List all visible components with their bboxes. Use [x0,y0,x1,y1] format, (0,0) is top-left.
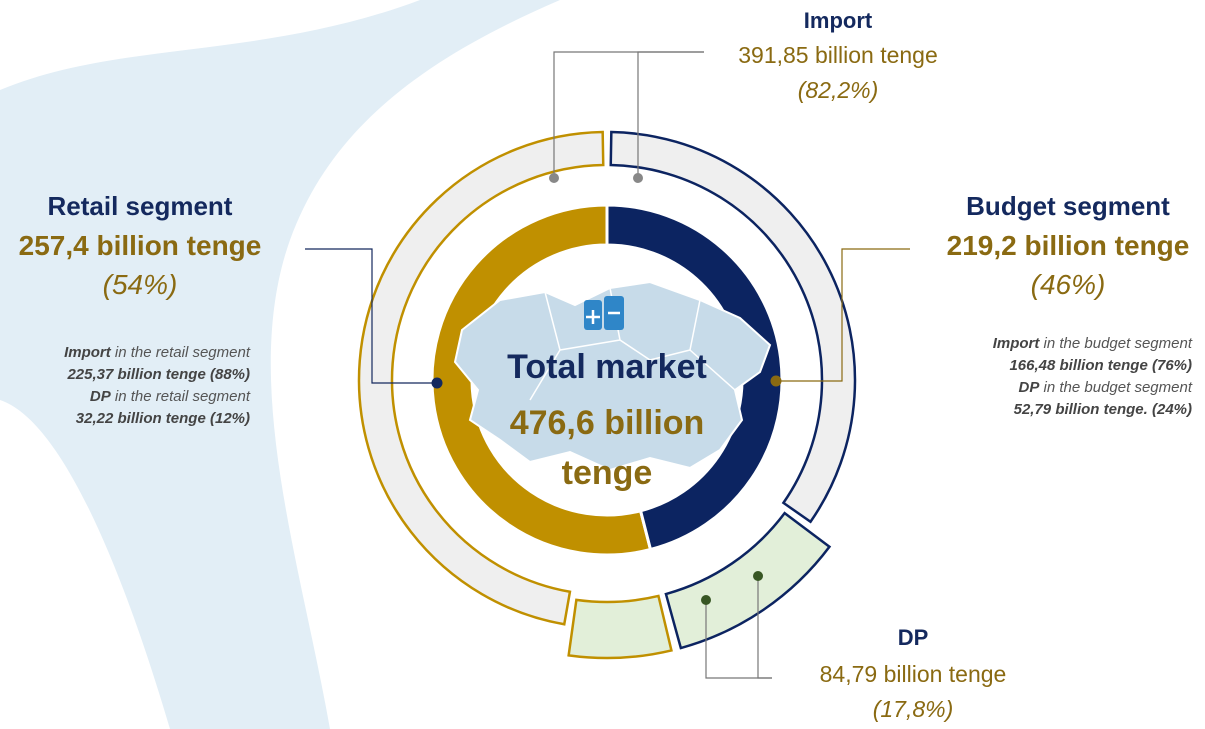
dot [701,595,711,605]
dot [753,571,763,581]
center-title: Total market [507,348,707,386]
budget-amount: 219,2 billion tenge [946,230,1190,261]
label: in the retail segment [114,344,250,361]
dp-title: DP [897,625,929,650]
dot [431,377,443,389]
label: 225,37 billion tenge (88%) [67,366,250,383]
outer-segment [609,130,857,524]
budget-title: Budget segment [966,191,1170,221]
inner-segment [605,203,784,552]
center-value: 476,6 billion tenge [509,404,705,492]
retail-share: (54%) [102,269,178,300]
retail-breakdown: Import in the retail segment 225,37 bill… [0,342,250,430]
import-amount: 391,85 billion tenge [738,42,938,68]
import-title: Import [803,8,873,33]
label: in the retail segment [114,388,250,405]
outer-segment [567,594,673,660]
dp-share: (17,8%) [872,696,954,722]
label: 32,22 billion tenge (12%) [75,410,250,427]
dot [633,173,643,183]
label: Import [64,344,111,361]
map [453,280,772,472]
dp-amount: 84,79 billion tenge [819,661,1007,687]
background-logo [0,0,560,729]
inner-segment [430,203,653,557]
label: Import [992,335,1040,352]
label: 166,48 billion tenge (76%) [1009,357,1192,374]
label: in the budget segment [1043,335,1192,352]
label: in the budget segment [1043,379,1192,396]
dot [549,173,559,183]
retail-title: Retail segment [47,191,233,221]
dot [770,375,782,387]
label: DP [89,388,111,405]
icon-cross [586,310,620,324]
outer-segment [357,130,605,626]
budget-breakdown: Import in the budget segment 166,48 bill… [900,333,1192,421]
label: DP [1018,379,1040,396]
budget-share: (46%) [1030,269,1106,300]
leader-lines [305,51,910,679]
map-borders [529,287,736,401]
rings [357,130,857,660]
outer-segment [664,511,832,650]
label: 52,79 billion tenge. (24%) [1013,401,1192,418]
retail-amount: 257,4 billion tenge [18,230,262,261]
import-share: (82,2%) [797,77,879,103]
